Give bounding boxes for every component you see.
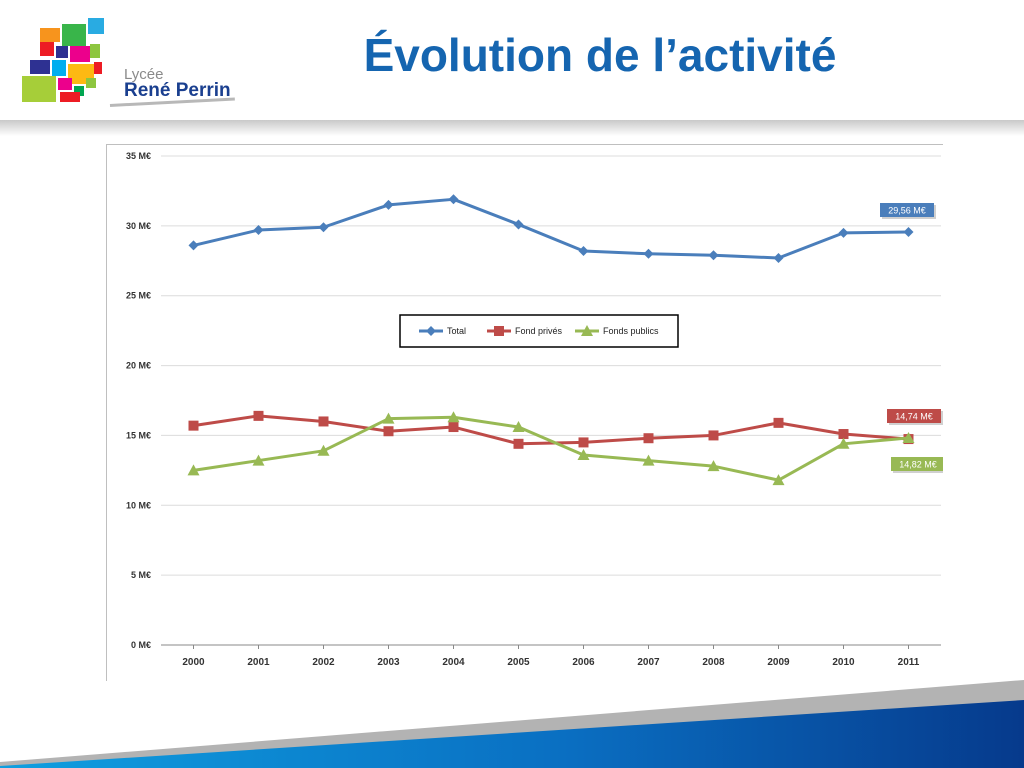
y-tick-label: 15 M€ <box>126 430 151 440</box>
data-point-fond-priv-s <box>513 438 524 449</box>
legend-entry: Fonds publics <box>603 326 659 336</box>
school-logo: Lycée René Perrin <box>18 16 235 108</box>
data-point-fond-priv-s <box>578 437 589 448</box>
data-point-total <box>773 252 784 263</box>
y-tick-label: 10 M€ <box>126 500 151 510</box>
data-point-total <box>708 250 719 261</box>
x-tick-label: 2002 <box>312 657 335 668</box>
x-tick-label: 2005 <box>507 657 530 668</box>
data-point-total <box>513 219 524 230</box>
x-tick-label: 2009 <box>767 657 790 668</box>
series-line-total <box>193 197 909 260</box>
x-tick-label: 2007 <box>637 657 660 668</box>
slide-header: Lycée René Perrin Évolution de l’activit… <box>0 0 1024 122</box>
data-point-fonds-publics <box>317 444 330 456</box>
line-chart: 0 M€ 5 M€ 10 M€ 15 M€ 20 M€ 25 M€ 30 M€ 35 M€ 20… <box>126 151 947 668</box>
data-point-fonds-publics <box>187 464 200 476</box>
data-point-fonds-publics <box>252 454 265 466</box>
data-point-total <box>643 248 654 259</box>
x-tick-label: 2006 <box>572 657 595 668</box>
x-tick-label: 2010 <box>832 657 855 668</box>
legend-entry: Total <box>447 326 466 336</box>
chart-container: 0 M€ 5 M€ 10 M€ 15 M€ 20 M€ 25 M€ 30 M€ 35 M€ 20… <box>106 144 947 681</box>
series-line-fonds-publics <box>193 415 909 482</box>
data-point-fonds-publics <box>902 431 915 443</box>
x-tick-label: 2004 <box>442 657 465 668</box>
value-label-box <box>880 203 934 217</box>
series-line-fond-priv-s <box>193 414 909 446</box>
data-point-total <box>318 222 329 233</box>
data-point-total <box>578 246 589 257</box>
data-point-fonds-publics <box>772 474 785 486</box>
data-point-total <box>903 227 914 238</box>
legend-swatch-marker <box>426 326 436 336</box>
data-point-fond-priv-s <box>253 410 264 421</box>
data-point-fond-priv-s <box>383 426 394 437</box>
value-label-box <box>887 409 941 423</box>
legend-swatch-marker <box>494 326 504 336</box>
header-shadow <box>0 120 1024 136</box>
data-point-fond-priv-s <box>318 416 329 427</box>
data-point-fond-priv-s <box>188 420 199 431</box>
footer-decoration <box>0 680 1024 768</box>
logo-text-name: René Perrin <box>124 80 231 101</box>
value-label: 14,82 M€ <box>899 460 937 470</box>
y-tick-label: 35 M€ <box>126 151 151 161</box>
logo-mosaic-icon <box>22 18 104 102</box>
data-point-fonds-publics <box>512 421 525 433</box>
data-point-fond-priv-s <box>838 429 849 440</box>
data-point-total <box>383 199 394 210</box>
value-label: 14,74 M€ <box>895 412 933 422</box>
data-point-fond-priv-s <box>708 430 719 441</box>
y-tick-label: 5 M€ <box>131 570 151 580</box>
y-tick-label: 25 M€ <box>126 291 151 301</box>
x-tick-label: 2000 <box>182 657 205 668</box>
x-tick-label: 2011 <box>898 657 920 668</box>
value-label-box <box>891 457 945 471</box>
data-point-fonds-publics <box>837 437 850 449</box>
x-tick-label: 2008 <box>702 657 725 668</box>
legend-box <box>399 314 679 348</box>
data-point-fond-priv-s <box>448 422 459 433</box>
data-point-fonds-publics <box>447 411 460 423</box>
data-point-total <box>253 225 264 236</box>
data-point-fonds-publics <box>707 460 720 472</box>
data-point-fond-priv-s <box>773 417 784 428</box>
data-point-fonds-publics <box>642 454 655 466</box>
data-point-fond-priv-s <box>643 433 654 444</box>
data-point-fonds-publics <box>577 448 590 460</box>
data-point-total <box>448 194 459 205</box>
y-tick-label: 30 M€ <box>126 221 151 231</box>
data-point-total <box>838 227 849 238</box>
y-tick-label: 20 M€ <box>126 361 151 371</box>
data-point-fonds-publics <box>382 412 395 424</box>
y-tick-label: 0 M€ <box>131 640 151 650</box>
value-label: 29,56 M€ <box>888 206 926 216</box>
legend-swatch-marker <box>581 325 593 336</box>
data-point-total <box>188 240 199 251</box>
logo-text-lycee: Lycée <box>124 66 164 83</box>
x-tick-label: 2001 <box>247 657 270 668</box>
page-title: Évolution de l’activité <box>363 29 837 81</box>
legend-entry: Fond privés <box>515 326 563 336</box>
x-tick-label: 2003 <box>377 657 400 668</box>
